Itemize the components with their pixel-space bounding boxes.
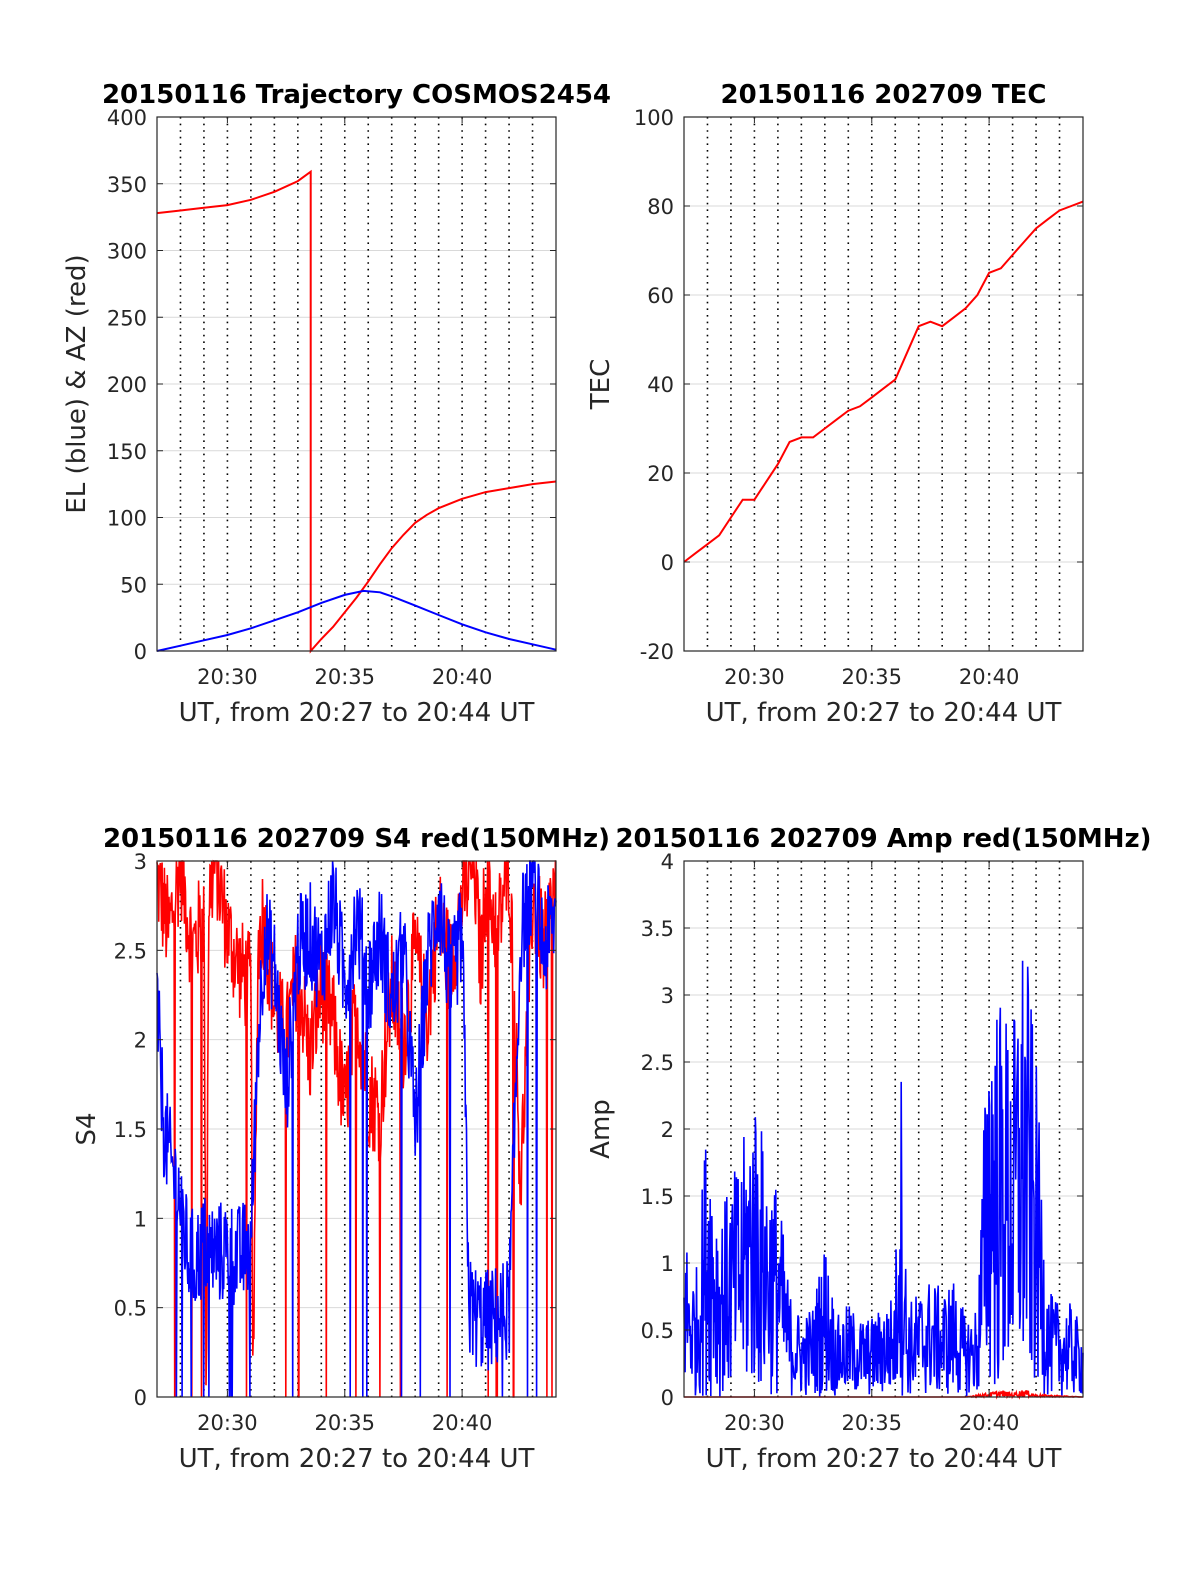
- y-tick-label: 40: [647, 373, 674, 397]
- y-axis-label: EL (blue) & AZ (red): [62, 254, 92, 513]
- x-tick-label: 20:30: [197, 665, 258, 689]
- y-tick-label: 0.5: [641, 1319, 674, 1343]
- chart-title: 20150116 202709 TEC: [721, 80, 1047, 110]
- x-tick-label: 20:35: [314, 665, 375, 689]
- x-tick-label: 20:35: [841, 1411, 902, 1435]
- x-tick-label: 20:35: [314, 1411, 375, 1435]
- y-tick-label: 3.5: [641, 917, 674, 941]
- series-line-0: [156, 859, 557, 1398]
- series-line-0: [683, 200, 1084, 563]
- y-tick-label: 0: [661, 551, 674, 575]
- x-axis-label: UT, from 20:27 to 20:44 UT: [179, 1444, 535, 1474]
- chart-amp: 0 0.5 1 1.5 2 2.5 3 3.5 4 20:30 20:35 20:40 20150116…: [586, 824, 1152, 1474]
- x-tick-label: 20:40: [432, 665, 493, 689]
- x-tick-label: 20:30: [724, 665, 785, 689]
- x-tick-label: 20:40: [959, 665, 1020, 689]
- y-tick-label: 0: [134, 1386, 147, 1410]
- y-axis-label: TEC: [586, 359, 616, 410]
- y-tick-label: 150: [107, 440, 147, 464]
- y-tick-label: 1.5: [641, 1185, 674, 1209]
- y-tick-label: 1: [134, 1207, 147, 1231]
- y-axis-label: Amp: [586, 1099, 616, 1159]
- series-line-0: [683, 960, 1084, 1397]
- y-tick-label: 200: [107, 373, 147, 397]
- y-tick-label: 20: [647, 462, 674, 486]
- y-tick-label: 100: [634, 106, 674, 130]
- y-tick-label: 250: [107, 306, 147, 330]
- y-tick-label: 60: [647, 284, 674, 308]
- x-axis-label: UT, from 20:27 to 20:44 UT: [706, 1444, 1062, 1474]
- y-tick-label: -20: [640, 640, 674, 664]
- y-tick-label: 2: [134, 1029, 147, 1053]
- y-tick-label: 300: [107, 240, 147, 264]
- chart-title: 20150116 202709 S4 red(150MHz): [103, 824, 610, 854]
- chart-s4: 0 0.5 1 1.5 2 2.5 3 20:30 20:35 20:40 20150116 202…: [72, 824, 610, 1474]
- chart-title: 20150116 Trajectory COSMOS2454: [102, 80, 611, 110]
- series-line-1: [156, 860, 557, 1398]
- chart-tec: -20 0 20 40 60 80 100 20:30 20:35 20:40 20150116 2…: [586, 80, 1084, 728]
- y-tick-label: 50: [120, 573, 147, 597]
- chart-trajectory: 0 50 100 150 200 250 300 350 400 20:30 20:35 20:40 2…: [62, 80, 611, 728]
- y-tick-label: 4: [661, 850, 674, 874]
- y-tick-label: 0: [134, 640, 147, 664]
- x-tick-label: 20:35: [841, 665, 902, 689]
- y-tick-label: 100: [107, 507, 147, 531]
- y-tick-label: 350: [107, 173, 147, 197]
- x-tick-label: 20:40: [959, 1411, 1020, 1435]
- x-axis-label: UT, from 20:27 to 20:44 UT: [706, 698, 1062, 728]
- y-tick-label: 0: [661, 1386, 674, 1410]
- y-tick-label: 2: [661, 1118, 674, 1142]
- y-tick-label: 2.5: [641, 1051, 674, 1075]
- x-axis-label: UT, from 20:27 to 20:44 UT: [179, 698, 535, 728]
- y-tick-label: 400: [107, 106, 147, 130]
- chart-title: 20150116 202709 Amp red(150MHz): [615, 824, 1151, 854]
- y-tick-label: 0.5: [114, 1297, 147, 1321]
- y-tick-label: 80: [647, 195, 674, 219]
- x-tick-label: 20:30: [724, 1411, 785, 1435]
- x-tick-label: 20:30: [197, 1411, 258, 1435]
- y-tick-label: 1.5: [114, 1118, 147, 1142]
- y-tick-label: 1: [661, 1252, 674, 1276]
- y-tick-label: 3: [134, 850, 147, 874]
- y-axis-label: S4: [72, 1112, 102, 1145]
- y-tick-label: 3: [661, 984, 674, 1008]
- series-line-0: [156, 169, 557, 654]
- series-line-1: [156, 589, 557, 652]
- y-tick-label: 2.5: [114, 939, 147, 963]
- x-tick-label: 20:40: [432, 1411, 493, 1435]
